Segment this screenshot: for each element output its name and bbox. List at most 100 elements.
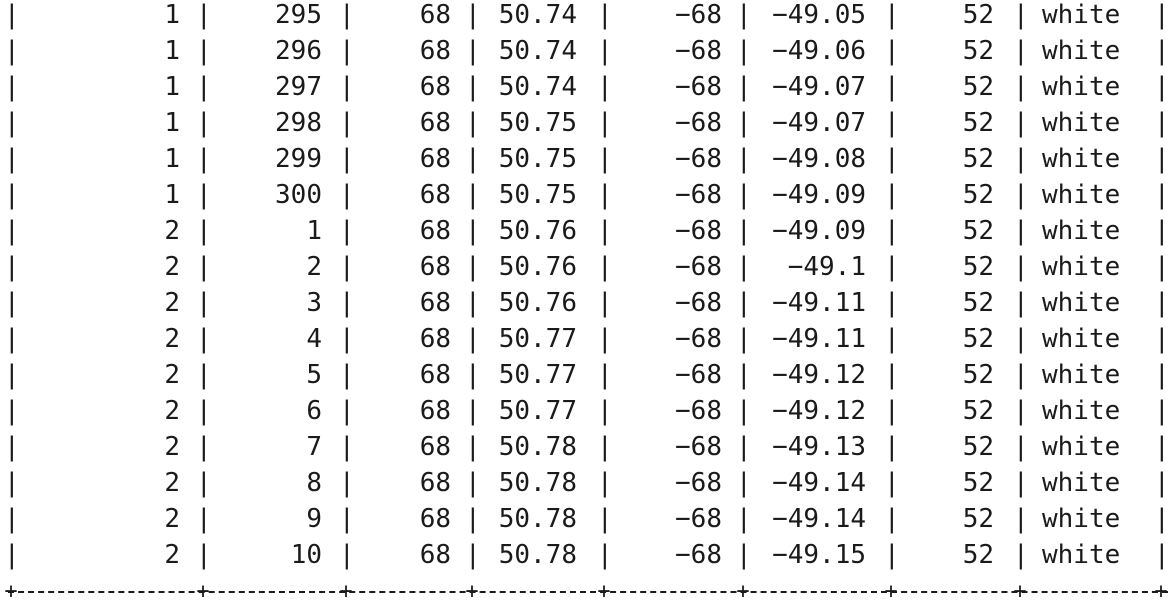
column-separator: | bbox=[736, 324, 752, 354]
border-corner: + bbox=[465, 579, 479, 604]
table-cell: −49.05 bbox=[772, 0, 866, 30]
column-separator: | bbox=[465, 108, 481, 138]
table-cell: 68 bbox=[419, 288, 451, 318]
column-separator: | bbox=[4, 468, 20, 498]
table-cell: 52 bbox=[962, 72, 994, 102]
table-row: | | | | | | | | | 2 10 68 50.78 −68 −49.15 52 white bbox=[0, 537, 1174, 573]
table-cell: 50.75 bbox=[498, 108, 577, 138]
column-separator: | bbox=[1154, 432, 1170, 462]
table-row: | | | | | | | | | 2 8 68 50.78 −68 −49.14 52 white bbox=[0, 465, 1174, 501]
column-separator: | bbox=[465, 36, 481, 66]
table-cell: 68 bbox=[419, 324, 451, 354]
table-row: | | | | | | | | | 2 1 68 50.76 −68 −49.09 52 white bbox=[0, 213, 1174, 249]
column-separator: | bbox=[1013, 36, 1029, 66]
column-separator: | bbox=[1013, 0, 1029, 30]
table-cell: 50.78 bbox=[498, 504, 577, 534]
column-separator: | bbox=[196, 144, 212, 174]
column-separator: | bbox=[884, 216, 900, 246]
table-row: | | | | | | | | | 2 4 68 50.77 −68 −49.11 52 white bbox=[0, 321, 1174, 357]
column-separator: | bbox=[4, 396, 20, 426]
column-separator: | bbox=[1154, 468, 1170, 498]
table-cell: 52 bbox=[962, 504, 994, 534]
table-cell: 1 bbox=[164, 0, 180, 30]
table-cell: −68 bbox=[675, 288, 722, 318]
table-cell: 68 bbox=[419, 504, 451, 534]
table-cell: 68 bbox=[419, 144, 451, 174]
table-cell: −68 bbox=[675, 108, 722, 138]
table-row: | | | | | | | | | 1 298 68 50.75 −68 −49.07 52 white bbox=[0, 105, 1174, 141]
table-cell: 300 bbox=[275, 180, 322, 210]
table-row: | | | | | | | | | 2 2 68 50.76 −68 −49.1 52 white bbox=[0, 249, 1174, 285]
column-separator: | bbox=[884, 324, 900, 354]
table-cell: white bbox=[1042, 360, 1121, 390]
column-separator: | bbox=[736, 468, 752, 498]
table-cell: 52 bbox=[962, 324, 994, 354]
table-cell: 3 bbox=[306, 288, 322, 318]
table-cell: 68 bbox=[419, 108, 451, 138]
table-cell: white bbox=[1042, 468, 1121, 498]
column-separator: | bbox=[1013, 288, 1029, 318]
table-row: | | | | | | | | | 2 3 68 50.76 −68 −49.11 52 white bbox=[0, 285, 1174, 321]
column-separator: | bbox=[736, 144, 752, 174]
column-separator: | bbox=[597, 396, 613, 426]
column-separator: | bbox=[884, 144, 900, 174]
table-cell: white bbox=[1042, 36, 1121, 66]
column-separator: | bbox=[465, 324, 481, 354]
table-cell: 50.74 bbox=[498, 0, 577, 30]
column-separator: | bbox=[465, 360, 481, 390]
table-cell: −68 bbox=[675, 432, 722, 462]
border-corner: + bbox=[736, 579, 750, 604]
table-cell: 68 bbox=[419, 72, 451, 102]
table-cell: 298 bbox=[275, 108, 322, 138]
column-separator: | bbox=[1154, 144, 1170, 174]
column-separator: | bbox=[736, 36, 752, 66]
column-separator: | bbox=[465, 72, 481, 102]
table-cell: 52 bbox=[962, 252, 994, 282]
table-cell: 2 bbox=[164, 216, 180, 246]
column-separator: | bbox=[736, 504, 752, 534]
column-separator: | bbox=[4, 540, 20, 570]
column-separator: | bbox=[884, 468, 900, 498]
column-separator: | bbox=[339, 180, 355, 210]
table-cell: 52 bbox=[962, 0, 994, 30]
column-separator: | bbox=[1154, 72, 1170, 102]
column-separator: | bbox=[884, 108, 900, 138]
table-row: | | | | | | | | | 1 295 68 50.74 −68 −49.05 52 white bbox=[0, 0, 1174, 33]
column-separator: | bbox=[196, 288, 212, 318]
table-cell: 52 bbox=[962, 36, 994, 66]
column-separator: | bbox=[1013, 360, 1029, 390]
table-cell: −49.09 bbox=[772, 216, 866, 246]
border-corner: + bbox=[884, 579, 898, 604]
column-separator: | bbox=[339, 108, 355, 138]
column-separator: | bbox=[597, 504, 613, 534]
table-bottom-border bbox=[8, 591, 1168, 593]
column-separator: | bbox=[339, 396, 355, 426]
column-separator: | bbox=[339, 360, 355, 390]
table-cell: 2 bbox=[164, 432, 180, 462]
column-separator: | bbox=[884, 180, 900, 210]
column-separator: | bbox=[196, 360, 212, 390]
column-separator: | bbox=[1013, 504, 1029, 534]
column-separator: | bbox=[597, 72, 613, 102]
column-separator: | bbox=[736, 0, 752, 30]
table-cell: 7 bbox=[306, 432, 322, 462]
column-separator: | bbox=[597, 216, 613, 246]
table-cell: 2 bbox=[306, 252, 322, 282]
column-separator: | bbox=[465, 432, 481, 462]
table-cell: −49.1 bbox=[787, 252, 866, 282]
column-separator: | bbox=[196, 0, 212, 30]
table-cell: 2 bbox=[164, 324, 180, 354]
column-separator: | bbox=[339, 36, 355, 66]
table-cell: 4 bbox=[306, 324, 322, 354]
table-cell: 68 bbox=[419, 468, 451, 498]
table-cell: 8 bbox=[306, 468, 322, 498]
column-separator: | bbox=[884, 0, 900, 30]
column-separator: | bbox=[4, 108, 20, 138]
column-separator: | bbox=[465, 396, 481, 426]
column-separator: | bbox=[196, 540, 212, 570]
table-cell: 50.76 bbox=[498, 216, 577, 246]
table-cell: white bbox=[1042, 288, 1121, 318]
column-separator: | bbox=[4, 288, 20, 318]
column-separator: | bbox=[736, 360, 752, 390]
column-separator: | bbox=[339, 324, 355, 354]
